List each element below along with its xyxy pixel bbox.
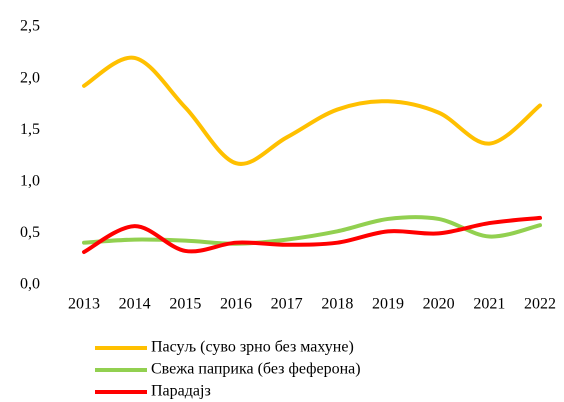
x-tick-label: 2019 <box>372 296 404 313</box>
y-tick-label: 1,0 <box>20 172 40 189</box>
x-tick-label: 2020 <box>423 296 455 313</box>
y-tick-label: 0,0 <box>20 276 40 293</box>
legend-label: Парадајз <box>151 383 211 400</box>
legend-label: Свежа паприка (без феферона) <box>151 361 361 378</box>
x-tick-label: 2014 <box>119 296 151 313</box>
y-tick-label: 0,5 <box>20 224 40 241</box>
y-tick-label: 2,0 <box>20 69 40 86</box>
x-tick-label: 2016 <box>220 296 252 313</box>
y-tick-label: 2,5 <box>20 18 40 35</box>
x-tick-label: 2022 <box>524 296 556 313</box>
x-tick-label: 2015 <box>169 296 201 313</box>
x-tick-label: 2017 <box>271 296 303 313</box>
x-tick-label: 2018 <box>321 296 353 313</box>
x-tick-label: 2013 <box>68 296 100 313</box>
x-tick-label: 2021 <box>473 296 505 313</box>
legend-label: Пасуљ (суво зрно без махуне) <box>151 339 354 356</box>
series-line <box>82 215 542 254</box>
y-tick-label: 1,5 <box>20 121 40 138</box>
series-line <box>82 55 542 166</box>
